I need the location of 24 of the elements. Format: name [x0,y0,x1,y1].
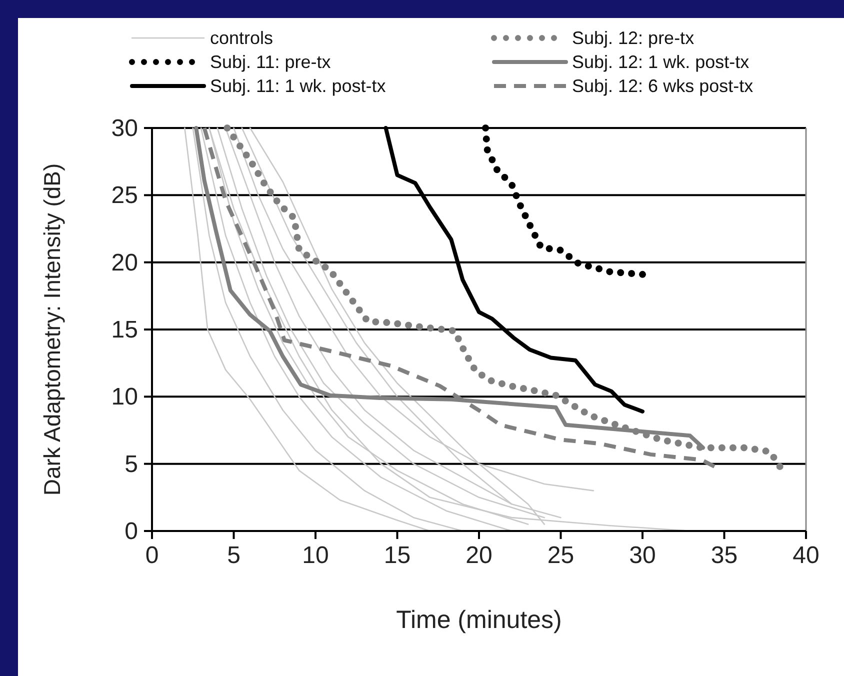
legend-label: controls [210,28,274,48]
y-tick-label: 25 [111,182,138,210]
legend-label: Subj. 12: pre-tx [572,28,694,48]
x-tick-label: 10 [302,542,329,569]
x-tick-label: 0 [145,542,159,569]
x-tick-label: 40 [792,542,820,569]
y-tick-label: 30 [111,115,138,142]
y-tick-label: 15 [111,316,138,344]
x-tick-label: 20 [466,542,492,569]
x-tick-label: 30 [629,542,656,569]
x-tick-label: 5 [227,542,240,569]
y-tick-label: 10 [111,384,138,411]
y-axis-title: Dark Adaptometry: Intensity (dB) [39,163,65,496]
x-tick-label: 25 [547,542,574,569]
y-tick-label: 0 [124,518,138,545]
y-tick-label: 20 [111,249,138,276]
legend-label: Subj. 11: pre-tx [210,52,331,72]
legend-label: Subj. 11: 1 wk. post-tx [210,76,386,96]
y-tick-label: 5 [124,450,138,478]
x-tick-label: 35 [710,542,738,569]
x-tick-label: 15 [384,542,411,569]
x-axis-title: Time (minutes) [396,606,562,634]
legend-label: Subj. 12: 1 wk. post-tx [572,52,750,72]
legend-label: Subj. 12: 6 wks post-tx [572,76,754,96]
